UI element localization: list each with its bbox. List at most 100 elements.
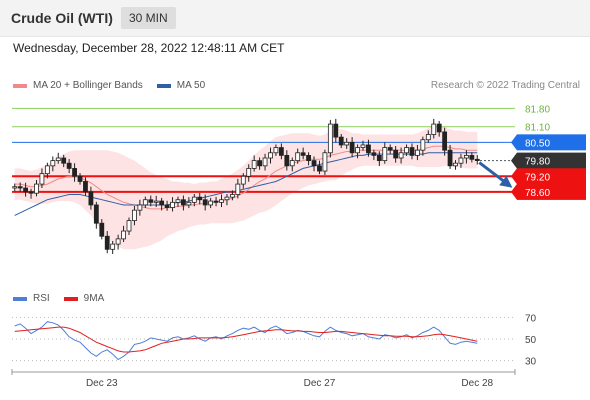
candle-body — [246, 168, 252, 177]
candle-body — [55, 157, 61, 162]
candle-body — [295, 152, 301, 162]
ma9-swatch — [63, 296, 78, 301]
candle-body — [257, 160, 263, 167]
candle-body — [72, 168, 77, 177]
candle-body — [170, 201, 175, 208]
candle-body — [333, 123, 339, 138]
candle-body — [213, 200, 219, 203]
candle-body — [132, 209, 137, 222]
candle-body — [202, 199, 208, 206]
instrument-title: Crude Oil (WTI) — [11, 10, 113, 26]
candle-body — [404, 147, 409, 154]
candle-body — [23, 187, 29, 193]
candle-body — [453, 162, 458, 167]
candle-body — [77, 175, 83, 182]
candle-body — [104, 235, 110, 250]
candle-body — [28, 191, 34, 194]
x-tick-label: Dec 28 — [461, 378, 493, 389]
x-tick-label: Dec 23 — [86, 378, 118, 389]
rsi-swatch — [13, 296, 27, 301]
candle-body — [289, 160, 295, 167]
candle-body — [387, 147, 393, 151]
candle-body — [148, 199, 154, 203]
level-label-79-20: 79.20 — [525, 172, 550, 183]
candle-body — [197, 196, 203, 201]
candle-body — [311, 160, 317, 167]
rsi-tick-30: 30 — [525, 357, 537, 368]
interval-button[interactable]: 30 MIN — [121, 7, 176, 29]
level-label-78-60: 78.60 — [525, 188, 550, 199]
rsi-tick-70: 70 — [525, 313, 537, 324]
candle-body — [83, 181, 88, 193]
level-pointer-80-50 — [511, 134, 517, 151]
candle-body — [17, 186, 23, 189]
candle-body — [284, 154, 290, 167]
candle-body — [142, 199, 148, 206]
level-pointer-79-80 — [511, 152, 517, 169]
candle-body — [300, 152, 306, 156]
candle-body — [240, 175, 246, 185]
candle-body — [126, 220, 132, 232]
candles-group — [12, 118, 480, 254]
level-pointer-79-20 — [511, 168, 517, 185]
candle-body — [415, 149, 420, 156]
projection-arrow-head — [499, 175, 513, 188]
candle-body — [262, 157, 268, 167]
candle-body — [268, 152, 273, 159]
candle-body — [153, 200, 159, 203]
candle-body — [393, 149, 399, 159]
candle-body — [110, 243, 116, 250]
candle-body — [99, 222, 105, 237]
level-box-80-50 — [517, 134, 586, 151]
candle-body — [66, 162, 72, 169]
legend-label-rsi: RSI — [33, 293, 50, 304]
legend-item-rsi: RSI — [13, 293, 50, 304]
candle-body — [12, 186, 18, 189]
main-legend: MA 20 + Bollinger Bands MA 50 — [13, 80, 219, 91]
legend-label-9ma: 9MA — [83, 293, 105, 304]
legend-item-9ma: 9MA — [63, 293, 105, 304]
candle-body — [458, 157, 464, 164]
candle-body — [121, 230, 126, 240]
ma20-line — [14, 145, 478, 210]
copyright-text: Research © 2022 Trading Central — [430, 80, 580, 91]
candle-body — [44, 165, 50, 175]
ma50-swatch — [156, 83, 171, 88]
candle-body — [306, 154, 311, 162]
legend-item-ma20: MA 20 + Bollinger Bands — [13, 80, 143, 91]
candle-body — [273, 147, 279, 154]
candle-body — [382, 147, 388, 162]
legend-label-ma20: MA 20 + Bollinger Bands — [33, 80, 143, 91]
candle-body — [137, 204, 143, 211]
candle-body — [398, 152, 404, 159]
candle-body — [344, 141, 350, 146]
level-pointer-78-60 — [511, 183, 517, 200]
level-label-79-80: 79.80 — [525, 157, 550, 168]
candle-body — [360, 144, 366, 148]
candle-body — [431, 123, 437, 135]
candle-body — [208, 200, 214, 206]
candle-body — [349, 141, 355, 154]
candle-body — [322, 152, 328, 172]
candle-body — [224, 196, 230, 201]
candle-body — [251, 160, 257, 169]
timestamp: Wednesday, December 28, 2022 12:48:11 AM… — [13, 41, 285, 55]
candle-body — [463, 154, 469, 159]
ma20-swatch — [13, 83, 27, 88]
candle-body — [191, 196, 197, 203]
chart-header: Crude Oil (WTI) 30 MIN — [0, 0, 590, 37]
level-box-79-20 — [517, 168, 586, 185]
rsi-tick-50: 50 — [525, 335, 537, 346]
candle-body — [235, 183, 241, 195]
candle-body — [229, 194, 235, 198]
candle-body — [88, 191, 94, 206]
candle-body — [115, 238, 121, 245]
candle-body — [436, 123, 442, 133]
legend-item-ma50: MA 50 — [156, 80, 205, 91]
candle-body — [355, 147, 360, 154]
candle-body — [181, 199, 186, 206]
candle-body — [409, 147, 415, 156]
candle-body — [371, 152, 377, 156]
candle-body — [469, 154, 475, 160]
candle-body — [474, 158, 480, 162]
